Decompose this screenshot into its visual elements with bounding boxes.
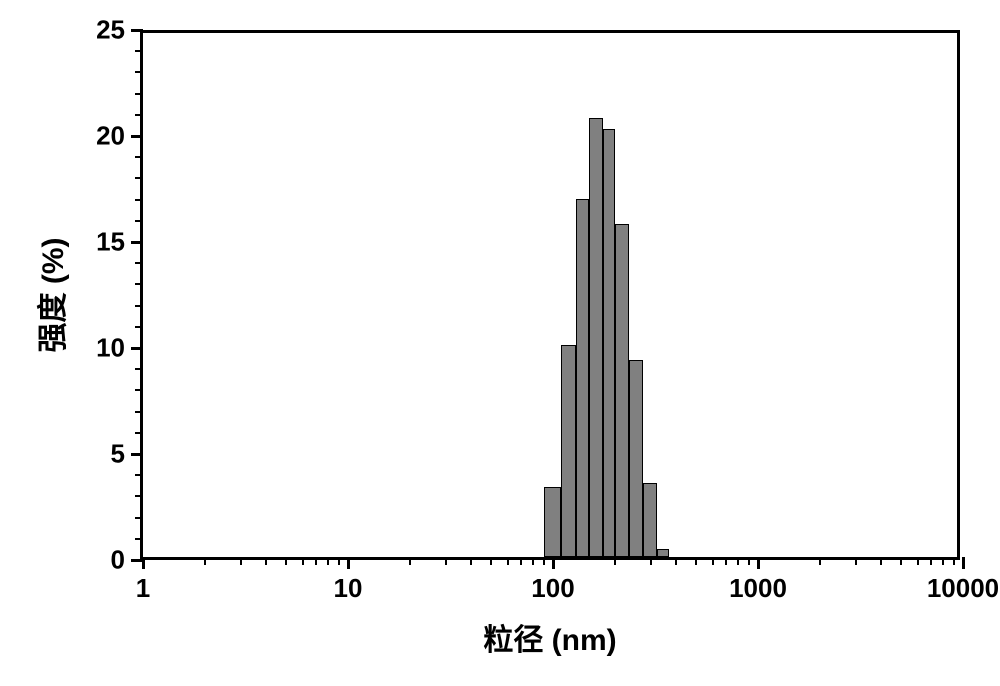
x-tick-major (757, 557, 760, 569)
y-tick-minor (135, 389, 143, 391)
y-tick-minor (135, 262, 143, 264)
x-tick-minor (409, 557, 411, 565)
x-tick-minor (675, 557, 677, 565)
x-tick-major (142, 557, 145, 569)
x-tick-minor (695, 557, 697, 565)
x-tick-minor (315, 557, 317, 565)
x-tick-minor (650, 557, 652, 565)
y-tick-major (131, 241, 143, 244)
x-tick-minor (302, 557, 304, 565)
x-tick-minor (942, 557, 944, 565)
y-tick-label: 10 (96, 333, 125, 364)
y-tick-minor (135, 220, 143, 222)
x-tick-minor (532, 557, 534, 565)
y-tick-major (131, 135, 143, 138)
x-tick-minor (265, 557, 267, 565)
y-tick-minor (135, 283, 143, 285)
histogram-bar (643, 483, 656, 557)
y-tick-minor (135, 411, 143, 413)
x-tick-minor (855, 557, 857, 565)
x-tick-minor (543, 557, 545, 565)
y-tick-minor (135, 93, 143, 95)
y-tick-minor (135, 177, 143, 179)
y-tick-minor (135, 432, 143, 434)
x-axis-title: 粒径 (nm) (483, 615, 616, 659)
x-tick-major (552, 557, 555, 569)
x-tick-minor (953, 557, 955, 565)
x-tick-minor (725, 557, 727, 565)
histogram-bar (657, 549, 670, 557)
x-tick-major (347, 557, 350, 569)
y-tick-minor (135, 495, 143, 497)
histogram-bar (615, 224, 629, 557)
y-tick-label: 25 (96, 15, 125, 46)
y-tick-label: 5 (111, 439, 125, 470)
plot-top-border (140, 30, 960, 33)
x-tick-minor (470, 557, 472, 565)
x-tick-minor (748, 557, 750, 565)
x-tick-label: 10 (334, 573, 363, 604)
y-tick-minor (135, 474, 143, 476)
histogram-bar (603, 129, 615, 557)
histogram-bar (576, 199, 589, 557)
y-tick-minor (135, 156, 143, 158)
chart-container: 0510152025110100100010000 强度 (%) 粒径 (nm) (0, 0, 1000, 686)
y-tick-label: 20 (96, 121, 125, 152)
y-tick-minor (135, 114, 143, 116)
x-tick-minor (917, 557, 919, 565)
y-tick-minor (135, 71, 143, 73)
histogram-bar (589, 118, 603, 557)
x-tick-minor (445, 557, 447, 565)
y-tick-minor (135, 326, 143, 328)
x-tick-minor (490, 557, 492, 565)
plot-right-border (957, 30, 960, 560)
x-tick-minor (338, 557, 340, 565)
x-tick-minor (880, 557, 882, 565)
x-tick-minor (240, 557, 242, 565)
y-tick-major (131, 29, 143, 32)
y-tick-label: 0 (111, 545, 125, 576)
x-tick-major (962, 557, 965, 569)
y-tick-label: 15 (96, 227, 125, 258)
y-tick-minor (135, 199, 143, 201)
x-tick-minor (712, 557, 714, 565)
x-tick-minor (737, 557, 739, 565)
y-tick-minor (135, 50, 143, 52)
x-tick-minor (930, 557, 932, 565)
y-tick-minor (135, 368, 143, 370)
x-tick-label: 1000 (729, 573, 787, 604)
y-tick-minor (135, 517, 143, 519)
x-tick-minor (520, 557, 522, 565)
x-tick-minor (819, 557, 821, 565)
y-tick-major (131, 453, 143, 456)
y-tick-minor (135, 305, 143, 307)
x-tick-label: 1 (136, 573, 150, 604)
x-tick-label: 100 (531, 573, 574, 604)
y-tick-major (131, 347, 143, 350)
histogram-bar (561, 345, 576, 557)
x-tick-label: 10000 (927, 573, 999, 604)
y-tick-minor (135, 538, 143, 540)
x-tick-minor (204, 557, 206, 565)
x-tick-minor (327, 557, 329, 565)
x-tick-minor (285, 557, 287, 565)
x-tick-minor (614, 557, 616, 565)
plot-area: 0510152025110100100010000 (140, 30, 960, 560)
y-axis-title: 强度 (%) (28, 238, 72, 353)
histogram-bar (629, 360, 643, 557)
x-tick-minor (900, 557, 902, 565)
histogram-bar (544, 487, 562, 557)
x-tick-minor (507, 557, 509, 565)
